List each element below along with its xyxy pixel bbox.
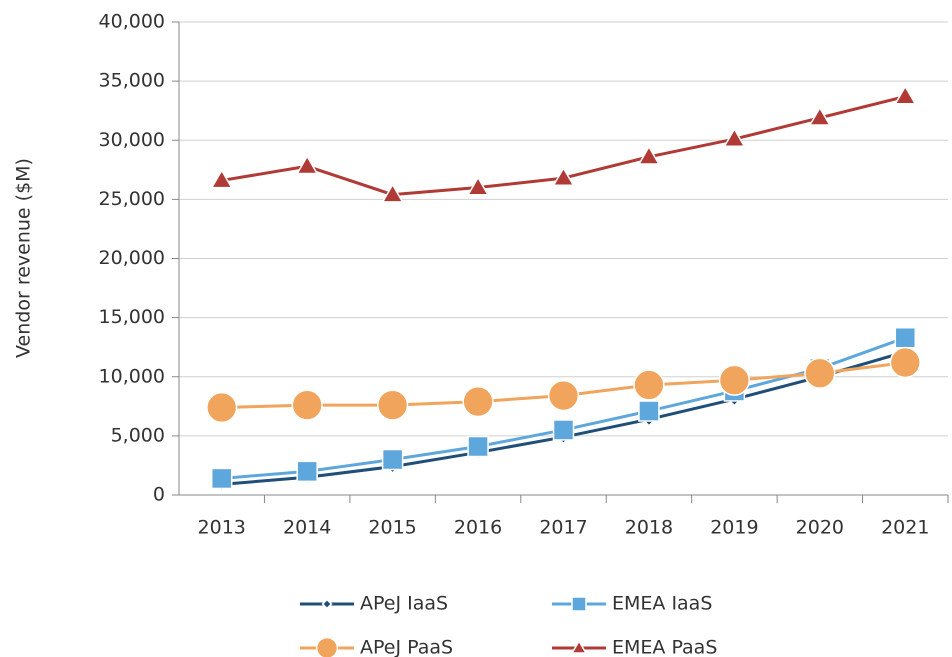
data-point xyxy=(210,169,233,189)
x-tick-label: 2015 xyxy=(368,517,416,539)
y-tick-label: 35,000 xyxy=(99,70,165,92)
data-point xyxy=(466,176,490,196)
data-point xyxy=(381,448,404,471)
data-point xyxy=(547,380,580,412)
legend-marker xyxy=(315,636,339,657)
data-point xyxy=(296,460,318,483)
y-tick-label: 30,000 xyxy=(99,129,165,151)
legend-label: EMEA IaaS xyxy=(612,593,712,615)
y-tick-label: 0 xyxy=(153,484,165,506)
y-tick-label: 5,000 xyxy=(111,424,165,446)
x-tick-label: 2014 xyxy=(283,517,331,539)
y-tick-label: 40,000 xyxy=(99,11,165,33)
data-point xyxy=(633,369,665,401)
data-point xyxy=(638,400,660,422)
data-point xyxy=(467,435,489,458)
legend-marker xyxy=(321,598,333,610)
x-tick-label: 2018 xyxy=(625,517,673,539)
data-point xyxy=(723,127,746,148)
data-point xyxy=(889,346,921,379)
x-tick-label: 2016 xyxy=(454,517,502,539)
x-tick-label: 2020 xyxy=(796,517,844,539)
data-point xyxy=(804,357,836,389)
data-point xyxy=(552,166,575,187)
y-tick-label: 25,000 xyxy=(99,188,165,210)
data-point xyxy=(894,326,917,349)
x-tick-label: 2013 xyxy=(198,517,246,539)
data-point xyxy=(808,106,832,126)
legend-marker xyxy=(571,596,587,612)
data-point xyxy=(552,419,575,441)
data-point xyxy=(210,467,233,490)
y-tick-label: 15,000 xyxy=(99,306,165,328)
data-point xyxy=(381,183,404,203)
data-point xyxy=(718,364,751,396)
data-point xyxy=(291,389,323,421)
data-point xyxy=(462,385,494,418)
data-point xyxy=(206,391,238,424)
legend-label: APeJ IaaS xyxy=(360,593,448,615)
y-tick-label: 10,000 xyxy=(99,365,165,387)
legend-marker xyxy=(570,639,588,654)
data-point xyxy=(295,154,319,175)
x-tick-label: 2019 xyxy=(710,517,758,539)
data-point xyxy=(894,85,917,105)
data-point xyxy=(637,145,661,165)
y-axis-label: Vendor revenue ($M) xyxy=(13,158,35,358)
data-point xyxy=(376,389,409,421)
y-tick-label: 20,000 xyxy=(99,247,165,269)
x-tick-label: 2021 xyxy=(881,517,929,539)
x-tick-label: 2017 xyxy=(539,517,587,539)
legend-label: EMEA PaaS xyxy=(612,637,717,657)
legend-label: APeJ PaaS xyxy=(360,637,453,657)
